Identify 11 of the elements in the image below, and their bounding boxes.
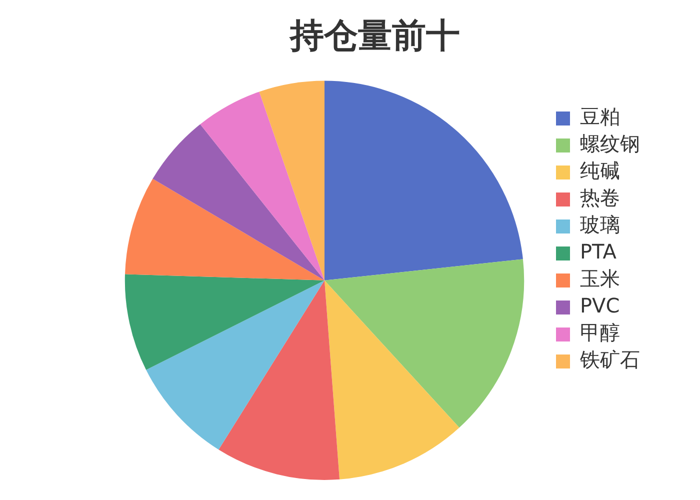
legend-label: 豆粕 (580, 104, 620, 129)
legend-label: 螺纹钢 (580, 132, 640, 156)
legend-label: 热卷 (580, 186, 620, 210)
chart-title: 持仓量前十 (288, 16, 460, 56)
legend-label: 铁矿石 (579, 348, 640, 372)
legend-label: 玉米 (580, 266, 620, 291)
legend-label: PVC (580, 294, 620, 318)
legend-label: 甲醇 (580, 320, 620, 345)
legend-label: PTA (580, 240, 617, 264)
legend-label: 玻璃 (580, 212, 620, 237)
legend-label: 纯碱 (580, 158, 620, 183)
